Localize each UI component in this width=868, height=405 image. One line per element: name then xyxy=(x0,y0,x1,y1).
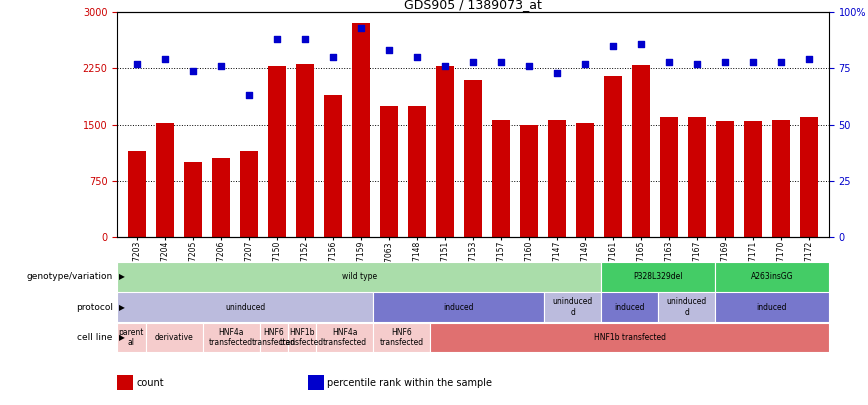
Point xyxy=(635,40,648,47)
Bar xyxy=(117,262,602,292)
Text: induced: induced xyxy=(444,303,474,312)
Point xyxy=(662,58,676,65)
Point xyxy=(802,56,816,63)
Bar xyxy=(436,66,454,237)
Text: uninduced
d: uninduced d xyxy=(553,298,593,317)
Bar xyxy=(288,323,317,352)
Bar xyxy=(117,323,146,352)
Bar xyxy=(632,65,650,237)
Text: P328L329del: P328L329del xyxy=(634,272,683,281)
Bar xyxy=(260,323,288,352)
Bar xyxy=(380,106,398,237)
Point xyxy=(186,67,200,74)
Bar xyxy=(715,292,829,322)
Bar xyxy=(184,162,202,237)
Bar xyxy=(431,323,829,352)
Bar xyxy=(660,117,678,237)
Text: percentile rank within the sample: percentile rank within the sample xyxy=(327,378,492,388)
Bar xyxy=(716,121,734,237)
Bar xyxy=(520,125,538,237)
Text: uninduced: uninduced xyxy=(225,303,266,312)
Text: HNF4a
transfected: HNF4a transfected xyxy=(209,328,253,347)
Text: ▶: ▶ xyxy=(119,272,125,281)
Text: HNF1b transfected: HNF1b transfected xyxy=(594,333,666,342)
Bar xyxy=(548,120,566,237)
Text: protocol: protocol xyxy=(76,303,113,312)
Bar xyxy=(604,76,622,237)
Bar xyxy=(352,23,370,237)
Bar xyxy=(773,120,791,237)
Bar xyxy=(602,262,715,292)
Bar xyxy=(492,120,510,237)
Text: ▶: ▶ xyxy=(119,333,125,342)
Title: GDS905 / 1389073_at: GDS905 / 1389073_at xyxy=(404,0,542,11)
Bar xyxy=(800,117,819,237)
Bar xyxy=(128,151,146,237)
Point xyxy=(578,61,592,67)
Bar xyxy=(576,123,595,237)
Bar xyxy=(408,106,426,237)
Text: genotype/variation: genotype/variation xyxy=(27,272,113,281)
Text: wild type: wild type xyxy=(342,272,377,281)
Text: HNF1b
transfected: HNF1b transfected xyxy=(280,328,325,347)
Bar xyxy=(744,121,762,237)
Bar xyxy=(146,323,202,352)
Point xyxy=(270,36,284,43)
Bar xyxy=(658,292,715,322)
Text: induced: induced xyxy=(757,303,787,312)
Point xyxy=(242,92,256,98)
Text: A263insGG: A263insGG xyxy=(751,272,793,281)
Bar xyxy=(240,151,258,237)
Text: HNF6
transfected: HNF6 transfected xyxy=(380,328,424,347)
Point xyxy=(326,54,340,60)
Bar xyxy=(212,158,230,237)
Point xyxy=(466,58,480,65)
Bar xyxy=(155,123,174,237)
Bar xyxy=(373,292,544,322)
Bar xyxy=(268,66,286,237)
Bar xyxy=(715,262,829,292)
Point xyxy=(158,56,172,63)
Point xyxy=(130,61,144,67)
Bar xyxy=(317,323,373,352)
Point xyxy=(438,63,452,69)
Text: ▶: ▶ xyxy=(119,303,125,312)
Bar xyxy=(202,323,260,352)
Bar xyxy=(544,292,602,322)
Text: derivative: derivative xyxy=(155,333,194,342)
Text: HNF4a
transfected: HNF4a transfected xyxy=(323,328,367,347)
Point xyxy=(719,58,733,65)
Bar xyxy=(324,95,342,237)
Bar xyxy=(688,117,707,237)
Bar xyxy=(373,323,431,352)
Text: HNF6
transfected: HNF6 transfected xyxy=(252,328,296,347)
Text: uninduced
d: uninduced d xyxy=(667,298,707,317)
Point xyxy=(523,63,536,69)
Point xyxy=(298,36,312,43)
Point xyxy=(746,58,760,65)
Point xyxy=(354,25,368,31)
Point xyxy=(382,47,396,53)
Bar xyxy=(117,292,373,322)
Point xyxy=(774,58,788,65)
Point xyxy=(606,43,620,49)
Text: induced: induced xyxy=(615,303,645,312)
Text: count: count xyxy=(136,378,164,388)
Bar xyxy=(602,292,658,322)
Bar xyxy=(464,80,482,237)
Point xyxy=(690,61,704,67)
Point xyxy=(410,54,424,60)
Point xyxy=(494,58,508,65)
Text: cell line: cell line xyxy=(77,333,113,342)
Point xyxy=(214,63,227,69)
Text: parent
al: parent al xyxy=(119,328,144,347)
Point xyxy=(550,70,564,76)
Bar xyxy=(296,64,314,237)
